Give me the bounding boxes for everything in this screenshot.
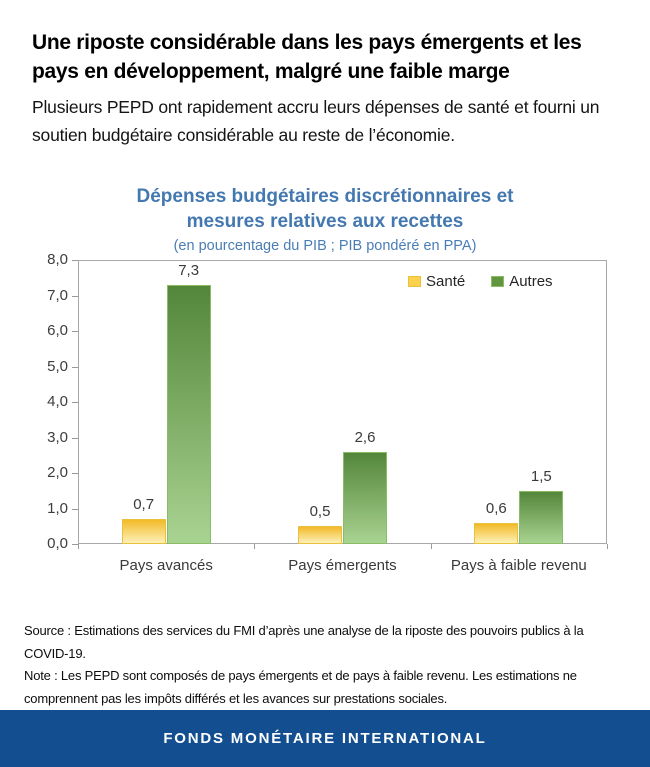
bar-santé-3 bbox=[474, 522, 519, 544]
y-axis-label: 8,0 bbox=[47, 251, 68, 268]
footer: FONDS MONÉTAIRE INTERNATIONAL bbox=[0, 710, 650, 767]
y-axis-tick bbox=[72, 331, 78, 332]
bar-santé-2 bbox=[298, 526, 342, 544]
bar-autres-2 bbox=[343, 451, 387, 544]
header: Une riposte considérable dans les pays é… bbox=[32, 28, 624, 149]
chart-subtitle: (en pourcentage du PIB ; PIB pondéré en … bbox=[173, 238, 477, 254]
chart-title-line-1: Dépenses budgétaires discrétionnaires et bbox=[136, 186, 514, 207]
legend: Santé Autres bbox=[408, 273, 553, 290]
plot-area bbox=[78, 260, 607, 544]
category-label: Pays émergents bbox=[288, 557, 397, 574]
y-axis-tick bbox=[72, 402, 78, 403]
chart-heading: Dépenses budgétaires discrétionnaires et… bbox=[0, 184, 650, 256]
y-axis-label: 0,0 bbox=[47, 535, 68, 552]
y-axis-tick bbox=[72, 508, 78, 510]
page-title: Une riposte considérable dans les pays é… bbox=[32, 31, 582, 83]
bar-value-label: 7,3 bbox=[178, 261, 200, 279]
source-text: Source : Estimations des services du FMI… bbox=[24, 623, 584, 661]
legend-item-santé: Santé bbox=[408, 273, 465, 290]
legend-swatch-icon bbox=[408, 276, 421, 287]
y-axis-label: 5,0 bbox=[47, 357, 68, 375]
category-label: Pays avancés bbox=[119, 557, 213, 574]
legend-label: Autres bbox=[509, 273, 553, 290]
x-axis-tick bbox=[430, 544, 432, 549]
y-axis-label: 7,0 bbox=[47, 286, 68, 304]
y-axis-tick bbox=[72, 437, 78, 439]
bar-autres-1 bbox=[166, 284, 211, 544]
y-axis-tick bbox=[72, 366, 78, 368]
y-axis-label: 4,0 bbox=[47, 393, 68, 410]
bar-santé-1 bbox=[121, 519, 166, 544]
x-axis-tick bbox=[254, 544, 256, 549]
bar-value-label: 0,5 bbox=[309, 503, 331, 521]
y-axis-label: 1,0 bbox=[47, 499, 68, 517]
x-axis-tick bbox=[607, 544, 608, 549]
bar-value-label: 0,6 bbox=[485, 499, 507, 517]
legend-item-autres: Autres bbox=[491, 273, 553, 290]
chart-title-line-2: mesures relatives aux recettes bbox=[186, 211, 464, 232]
category-label: Pays à faible revenu bbox=[450, 557, 587, 574]
footer-title: FONDS MONÉTAIRE INTERNATIONAL bbox=[163, 730, 487, 747]
bar-value-label: 0,7 bbox=[133, 496, 155, 514]
y-axis-tick bbox=[72, 260, 78, 261]
y-axis-tick bbox=[72, 544, 78, 545]
page-subtitle: Plusieurs PEPD ont rapidement accru leur… bbox=[32, 97, 600, 145]
y-axis-label: 2,0 bbox=[47, 464, 68, 481]
y-axis-tick bbox=[72, 473, 78, 474]
y-axis-label: 6,0 bbox=[47, 322, 68, 339]
bar-value-label: 1,5 bbox=[530, 467, 552, 485]
x-axis-tick bbox=[78, 544, 79, 549]
y-axis-tick bbox=[72, 295, 78, 297]
y-axis-label: 3,0 bbox=[47, 428, 68, 446]
bar-autres-3 bbox=[519, 490, 564, 544]
note-text: Note : Les PEPD sont composés de pays ém… bbox=[24, 668, 577, 706]
bar-value-label: 2,6 bbox=[354, 428, 376, 446]
footnote: Source : Estimations des services du FMI… bbox=[24, 620, 631, 710]
legend-label: Santé bbox=[426, 273, 466, 290]
legend-swatch-icon bbox=[491, 276, 505, 287]
